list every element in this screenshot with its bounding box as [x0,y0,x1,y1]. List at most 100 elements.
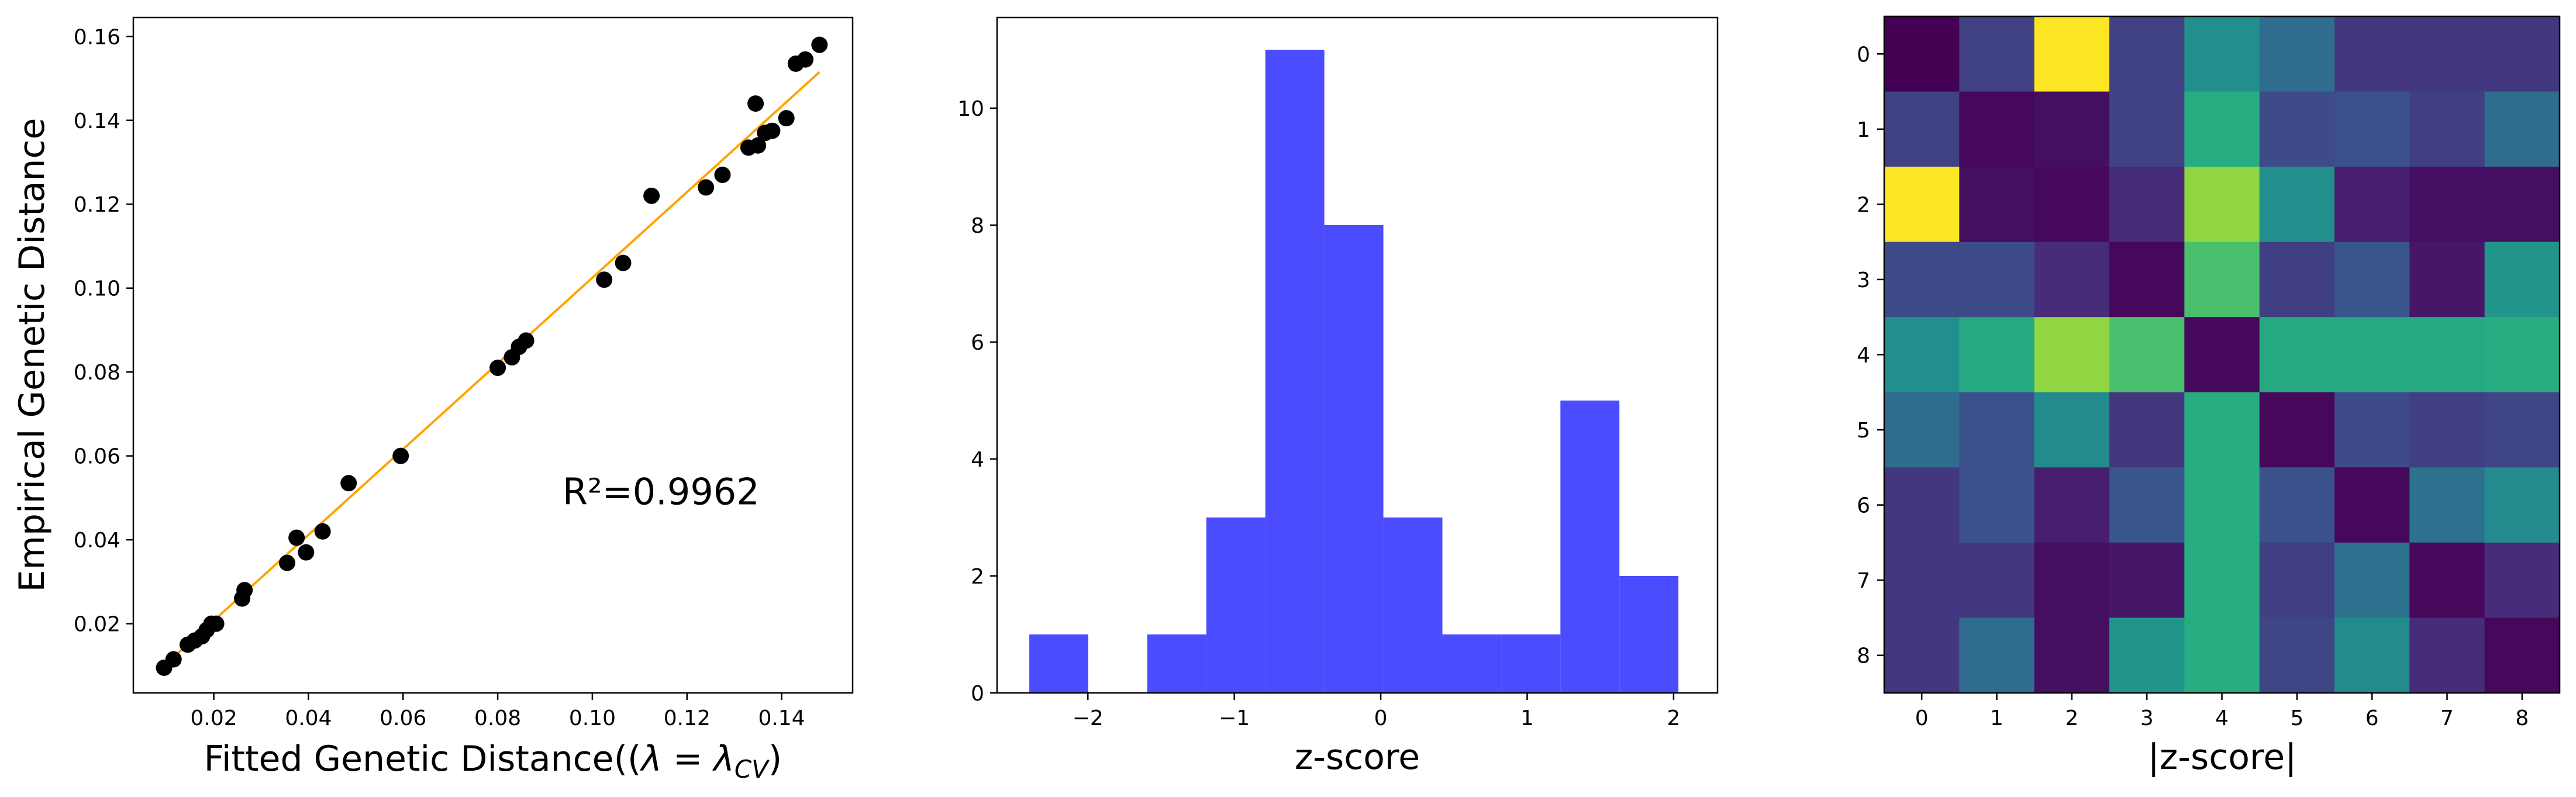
heatmap-cell [1884,617,1960,694]
data-point [778,110,795,127]
data-point [208,615,225,632]
x-axis-title-subscript: CV [734,755,770,784]
heatmap-ticks: 0 1 2 3 4 5 6 7 8 0 1 2 3 4 5 6 7 8 [1857,43,2529,730]
y-tick-label: 4 [1857,344,1870,368]
heatmap-cell [1959,617,2035,694]
data-point [747,95,764,112]
scatter-panel: 0.02 0.04 0.06 0.08 0.10 0.12 0.14 0.02 0.04 0.06… [12,16,854,784]
x-axis-title-text: Fitted Genetic Distance(( [204,739,642,779]
heatmap-cell [2034,467,2110,543]
heatmap-cell [1884,392,1960,468]
heatmap-cell [2109,542,2185,619]
histogram-plot-frame [996,16,1719,694]
heatmap-cell [2259,167,2335,243]
heatmap-cell [2184,392,2260,468]
data-point [811,36,828,53]
x-tick-label: 7 [2440,706,2454,730]
x-tick-label: 0 [1374,706,1388,730]
heatmap-cell [2109,91,2185,167]
y-tick-label: 7 [1857,569,1870,593]
heatmap-cell [1884,16,1960,92]
data-point [596,271,613,288]
data-point [714,167,731,184]
heatmap-cell [2409,167,2485,243]
heatmap-cell [2184,16,2260,92]
heatmap-cell [2259,392,2335,468]
histogram-plot-area [1029,50,1679,693]
heatmap-cell [2334,167,2410,243]
heatmap-cell [2034,617,2110,694]
heatmap-cell [2034,91,2110,167]
heatmap-cell [2034,317,2110,393]
x-tick-label: 4 [2215,706,2229,730]
heatmap-cell [1959,542,2035,619]
heatmap-cell [2259,617,2335,694]
heatmap-cell [2484,91,2560,167]
y-tick-label: 3 [1857,268,1870,292]
heatmap-cell [2034,392,2110,468]
x-tick-label: 5 [2290,706,2303,730]
x-tick-label: −1 [1219,706,1250,730]
heatmap-cell [2259,16,2335,92]
x-tick-label: 0 [1915,706,1929,730]
y-tick-label: 0.16 [74,25,120,49]
heatmap-cell [2109,317,2185,393]
heatmap-cell [2334,542,2410,619]
y-tick-label: 0.06 [74,445,120,469]
heatmap-cell [1884,542,1960,619]
heatmap-cell [2259,542,2335,619]
heatmap-cell [2034,16,2110,92]
heatmap-x-axis-title: |z-score| [2148,737,2297,778]
heatmap-cell [2334,91,2410,167]
heatmap-cell [1884,317,1960,393]
data-point [392,447,409,464]
r-squared-annotation: R²=0.9962 [563,471,760,513]
data-point [764,122,781,139]
y-tick-label: 0.02 [74,613,120,637]
heatmap-cell [1884,467,1960,543]
y-tick-label: 2 [971,565,984,589]
scatter-plot-frame [132,16,854,694]
heatmap-cell [2409,241,2485,318]
heatmap-cell [1959,317,2035,393]
heatmap-panel: 0 1 2 3 4 5 6 7 8 0 1 2 3 4 5 6 7 8 |z-score| [1857,15,2561,778]
y-tick-label: 6 [1857,494,1870,518]
heatmap-cell [2109,16,2185,92]
data-point [698,179,715,196]
heatmap-cell [2184,241,2260,318]
heatmap-cell [2484,617,2560,694]
heatmap-cell [2409,467,2485,543]
x-tick-label: 0.10 [569,706,616,730]
heatmap-cell [2409,392,2485,468]
heatmap-cell [2484,317,2560,393]
heatmap-cell [2259,91,2335,167]
heatmap-cell [2034,167,2110,243]
y-tick-label: 0.08 [74,361,120,385]
data-point [750,137,767,154]
x-tick-label: 6 [2365,706,2379,730]
heatmap-cell [2109,241,2185,318]
x-tick-label: 0.08 [474,706,521,730]
x-tick-label: 1 [1990,706,2003,730]
heatmap-cell [2109,617,2185,694]
heatmap-cell [2259,241,2335,318]
y-tick-label: 0.10 [74,277,120,301]
x-axis-title-math: λ = λ [639,739,734,779]
x-tick-label: −2 [1073,706,1103,730]
histogram-bar [1560,401,1620,693]
heatmap-cell [2409,542,2485,619]
heatmap-cell [2034,542,2110,619]
heatmap-cell [2484,392,2560,468]
heatmap-cell [2334,467,2410,543]
histogram-bar [1206,517,1265,693]
histogram-bar [1383,517,1443,693]
heatmap-cell [2484,16,2560,92]
heatmap-cell [2334,617,2410,694]
heatmap-cell [1959,241,2035,318]
heatmap-cell [2259,467,2335,543]
heatmap-cell [2184,467,2260,543]
x-tick-label: 1 [1520,706,1534,730]
x-tick-label: 0.04 [285,706,332,730]
heatmap-cell [2184,91,2260,167]
